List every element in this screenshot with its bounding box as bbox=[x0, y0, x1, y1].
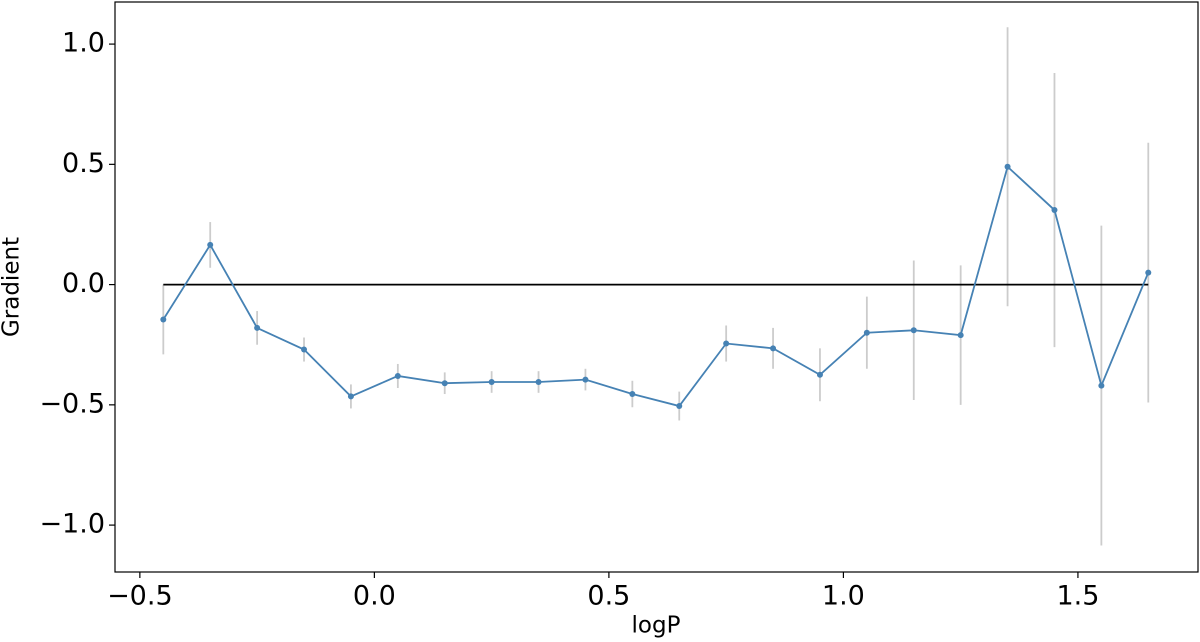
y-tick-label: −1.0 bbox=[39, 509, 105, 540]
data-point bbox=[1051, 207, 1058, 214]
data-point bbox=[1145, 269, 1152, 276]
data-point bbox=[770, 345, 777, 352]
data-point bbox=[582, 376, 589, 383]
data-point bbox=[1098, 382, 1105, 389]
y-tick-label: −0.5 bbox=[39, 388, 105, 419]
plot-frame bbox=[114, 1, 1199, 573]
y-axis-label: Gradient bbox=[0, 237, 25, 337]
x-axis-label: logP bbox=[632, 613, 681, 639]
x-tick-label: 1.5 bbox=[1056, 581, 1099, 612]
data-point bbox=[488, 379, 495, 385]
x-tick-label: −0.5 bbox=[107, 581, 173, 612]
data-point bbox=[347, 393, 354, 400]
data-point bbox=[910, 327, 917, 334]
data-point bbox=[957, 332, 964, 339]
data-point bbox=[254, 324, 261, 331]
x-tick-label: 1.0 bbox=[822, 581, 865, 612]
data-point bbox=[676, 403, 683, 410]
y-tick-label: 0.5 bbox=[62, 148, 105, 179]
y-tick-label: 1.0 bbox=[62, 28, 105, 59]
y-tick-label: 0.0 bbox=[62, 268, 105, 299]
data-point bbox=[394, 372, 401, 379]
data-point bbox=[301, 346, 308, 353]
data-point bbox=[441, 380, 448, 387]
data-point bbox=[629, 391, 636, 398]
data-point bbox=[535, 379, 542, 385]
data-point bbox=[160, 316, 167, 323]
data-point bbox=[723, 340, 730, 347]
x-tick-label: 0.5 bbox=[587, 581, 630, 612]
data-line bbox=[162, 165, 1150, 408]
data-point bbox=[1004, 163, 1011, 170]
x-tick-label: 0.0 bbox=[353, 581, 396, 612]
data-point bbox=[207, 241, 214, 248]
data-point bbox=[816, 371, 823, 378]
data-point bbox=[863, 329, 870, 336]
